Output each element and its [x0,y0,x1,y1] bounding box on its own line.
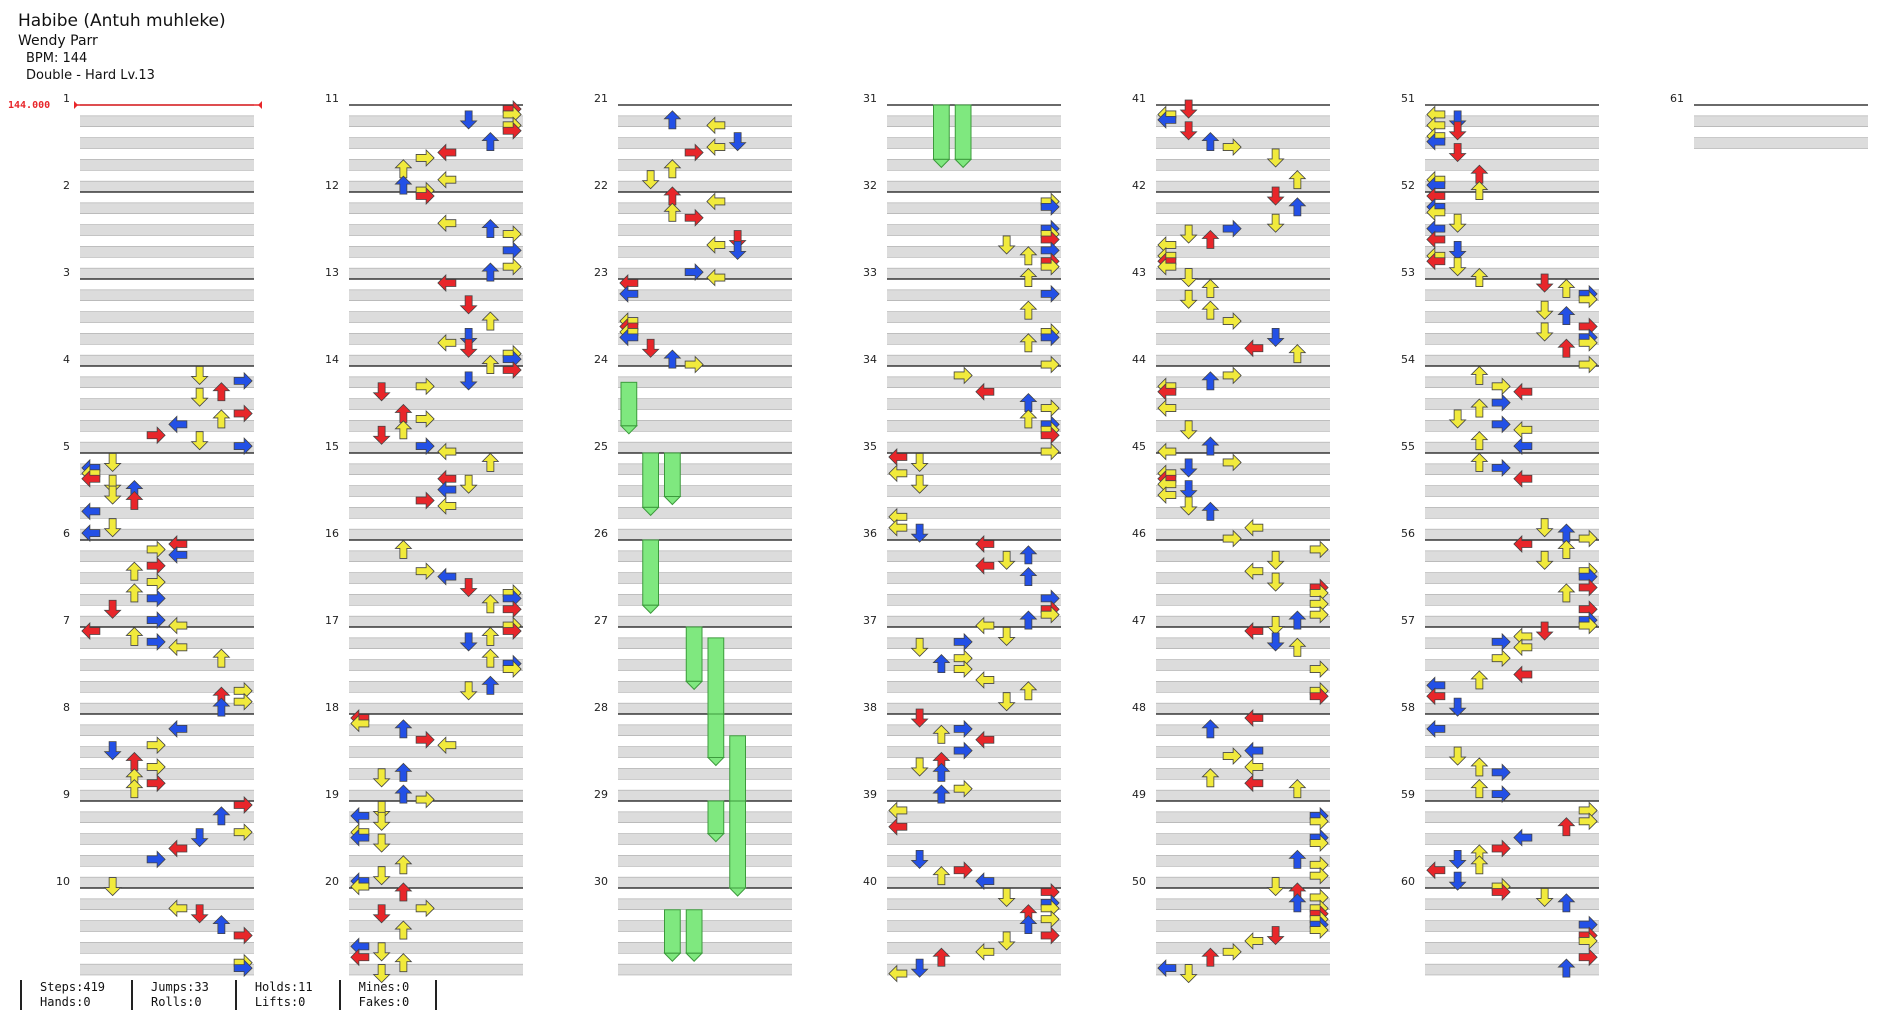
hold-note [620,381,638,427]
measure-number: 4 [63,353,70,366]
song-bpm: BPM: 144 [26,51,88,66]
measure-number: 30 [594,875,608,888]
measure-number: 24 [594,353,608,366]
measure-number: 2 [63,179,70,192]
measure-number: 26 [594,527,608,540]
measure-number: 1 [63,92,70,105]
measure-number: 27 [594,614,608,627]
stat-rolls: Rolls:0 [151,995,202,1009]
song-artist: Wendy Parr [18,33,98,49]
measure-number: 47 [1132,614,1146,627]
stats-group-holds: Holds:11 Lifts:0 [234,980,339,1010]
measure-number: 61 [1670,92,1684,105]
measure-number: 59 [1401,788,1415,801]
hold-note [664,909,681,954]
measure-number: 7 [63,614,70,627]
measure-number: 3 [63,266,70,279]
measure-number: 20 [325,875,339,888]
stats-group-mines: Mines:0 Fakes:0 [338,980,438,1010]
stat-lifts: Lifts:0 [254,995,306,1009]
stat-hands: Hands:0 [40,995,91,1009]
measure-number: 23 [594,266,608,279]
measure-number: 49 [1132,788,1146,801]
measure-number: 22 [594,179,608,192]
measure-number: 10 [56,875,70,888]
measure-number: 42 [1132,179,1146,192]
stat-holds: Holds:11 [254,980,313,994]
stats-group-jumps: Jumps:33 Rolls:0 [131,980,235,1010]
measure-number: 48 [1132,701,1146,714]
hold-note [954,104,972,160]
hold-note [729,735,746,802]
stat-jumps: Jumps:33 [151,980,209,994]
measure-number: 54 [1401,353,1415,366]
measure-number: 32 [863,179,877,192]
measure-number: 55 [1401,440,1415,453]
measure-number: 16 [325,527,339,540]
measure-number: 45 [1132,440,1146,453]
measure-number: 58 [1401,701,1415,714]
stats-group-steps: Steps:419 Hands:0 [20,980,131,1010]
measure-number: 29 [594,788,608,801]
measure-number: 14 [325,353,339,366]
measure-number: 35 [863,440,877,453]
song-header: Habibe (Antuh muhleke) Wendy Parr BPM: 1… [18,10,226,84]
measure-number: 11 [325,92,339,105]
hold-note [664,452,681,497]
measure-number: 28 [594,701,608,714]
stat-fakes: Fakes:0 [358,995,410,1009]
hold-note [685,626,703,682]
hold-note [729,800,746,889]
hold-note [642,452,659,508]
hold-note [707,713,725,758]
measure-number: 19 [325,788,339,801]
stat-mines: Mines:0 [358,980,410,994]
measure-number: 38 [863,701,877,714]
measure-number: 21 [594,92,608,105]
measure-number: 51 [1401,92,1415,105]
hold-note [685,909,703,954]
measure-number: 37 [863,614,877,627]
measure-number: 6 [63,527,70,540]
measure-number: 40 [863,875,877,888]
measure-number: 43 [1132,266,1146,279]
measure-number: 8 [63,701,70,714]
measure-number: 25 [594,440,608,453]
measure-number: 52 [1401,179,1415,192]
hold-note [707,637,725,715]
measure-number: 39 [863,788,877,801]
hold-note [642,539,659,606]
song-title: Habibe (Antuh muhleke) [18,11,226,31]
measure-number: 57 [1401,614,1415,627]
stat-steps: Steps:419 [40,980,106,994]
measure-number: 15 [325,440,339,453]
measure-number: 50 [1132,875,1146,888]
measure-number: 60 [1401,875,1415,888]
stats-panel: Steps:419 Hands:0 Jumps:33 Rolls:0 Holds… [20,980,438,1010]
hold-note [707,800,725,835]
measure-number: 41 [1132,92,1146,105]
measure-number: 34 [863,353,877,366]
measure-number: 17 [325,614,339,627]
measure-number: 46 [1132,527,1146,540]
measure-number: 13 [325,266,339,279]
measure-number: 53 [1401,266,1415,279]
chart-difficulty: Double - Hard Lv.13 [26,68,155,83]
step-arrow [1180,99,1198,119]
measure-number: 12 [325,179,339,192]
measure-number: 33 [863,266,877,279]
measure-number: 36 [863,527,877,540]
measure-number: 5 [63,440,70,453]
hold-note [933,104,950,160]
measure-number: 56 [1401,527,1415,540]
measure-number: 9 [63,788,70,801]
measure-number: 18 [325,701,339,714]
bpm-marker-label: 144.000 [8,100,50,111]
measure-number: 31 [863,92,877,105]
measure-number: 44 [1132,353,1146,366]
